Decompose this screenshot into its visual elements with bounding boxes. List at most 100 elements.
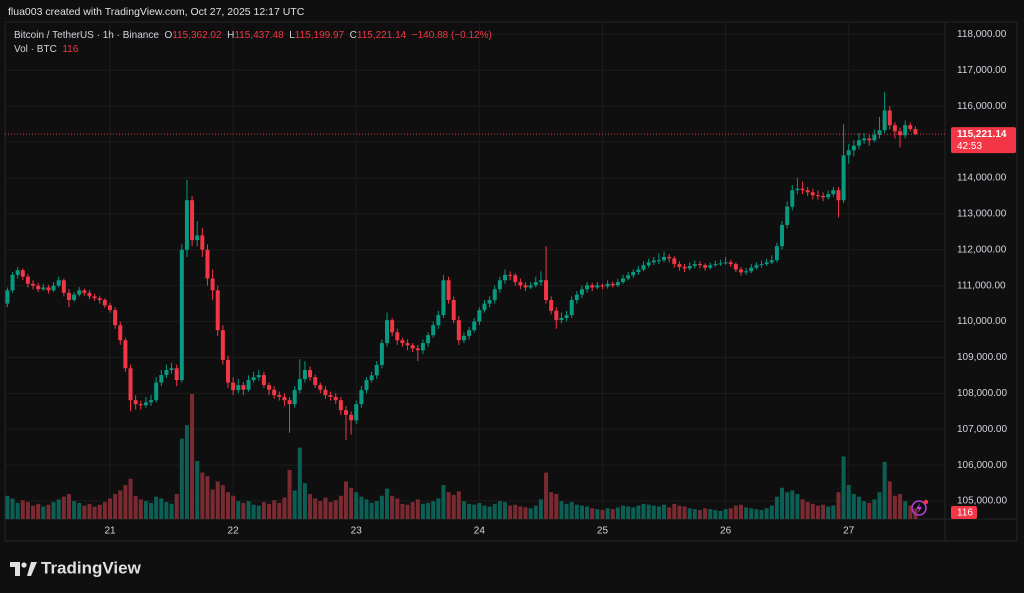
ohlc-value: 115,362.02 [172,30,222,41]
candle-body [851,145,856,151]
candle-body [338,400,343,411]
volume-bar [395,498,400,519]
candle-body [744,271,749,273]
candle-body [549,300,554,311]
volume-bar [774,496,779,519]
ohlc-value: 115,221.14 [356,30,407,41]
volume-bar [343,481,348,519]
candle-body [364,380,369,391]
volume-bar [256,505,261,519]
candle-body [677,264,682,267]
candle-body [359,390,364,405]
volume-bar [482,505,487,519]
candle-body [246,380,251,390]
candle-body [385,320,390,344]
candle-body [708,265,713,268]
volume-bar [369,502,374,519]
volume-bar [251,504,256,519]
volume-bar [636,505,641,519]
candle-body [856,140,861,146]
countdown: 42:53 [957,141,982,152]
candle-body [800,188,805,191]
candle-body [379,343,384,365]
volume-bar [713,510,718,519]
volume-bar [472,504,477,519]
volume-bar [241,502,246,519]
volume-bar [590,508,595,519]
volume-bar [559,501,564,519]
candle-body [431,325,436,336]
volume-tag-label: 116 [957,508,973,519]
volume-bar [887,481,892,519]
volume-bar [431,501,436,519]
y-tick-label: 117,000.00 [957,65,1007,76]
volume-bar [805,502,810,519]
volume-bar [749,508,754,519]
volume-bar [456,491,461,519]
candle-body [154,382,159,401]
candle-body [61,280,66,293]
candle-body [477,310,482,322]
volume-bar [544,472,549,519]
volume-bar [169,503,174,519]
candle-body [395,332,400,341]
candle-body [5,290,10,304]
volume-bar [261,502,266,519]
candle-body [333,396,338,401]
volume-bar [354,492,359,519]
candle-body [754,265,759,268]
volume-bar [821,504,826,519]
volume-bar [210,489,215,519]
volume-bar [492,503,497,519]
volume-bar [780,487,785,519]
volume-bar [651,505,656,519]
candle-body [795,188,800,191]
candle-body [97,298,102,301]
volume-bar [123,485,128,519]
candle-body [667,256,672,259]
volume-bar [338,495,343,519]
candle-body [590,285,595,288]
candle-body [631,272,636,276]
volume-bar [764,508,769,519]
volume-bar [118,490,123,519]
candle-body [41,287,46,290]
volume-bar [267,503,272,519]
volume-bar [877,492,882,519]
candle-body [503,274,508,281]
candle-body [169,368,174,371]
volume-bar [10,498,15,519]
candle-body [826,194,831,198]
candle-body [210,278,215,291]
candle-body [66,292,71,301]
volume-bar [862,501,867,519]
volume-bar [497,501,502,519]
volume-bar [133,495,138,519]
candle-body [282,396,287,401]
candle-body [821,195,826,198]
candle-body [831,190,836,195]
volume-bar [477,502,482,519]
volume-bar [595,509,600,519]
candle-body [174,368,179,381]
candle-body [236,385,241,391]
volume-bar [631,507,636,519]
volume-bar [87,503,92,519]
chart-panel [4,21,1018,542]
candle-body [10,274,15,291]
alert-icon[interactable] [911,500,927,516]
volume-bar [426,502,431,519]
volume-bar [328,502,333,519]
volume-bar [867,502,872,519]
volume-bar [451,494,456,519]
volume-bar [195,460,200,519]
y-tick-label: 112,000.00 [957,244,1007,255]
volume-bar [708,509,713,519]
candle-body [313,377,318,386]
volume-bar [769,505,774,519]
candle-body [554,310,559,321]
candle-body [277,395,282,397]
candle-body [646,262,651,266]
volume-bar [15,502,20,519]
volume-bar [615,507,620,519]
